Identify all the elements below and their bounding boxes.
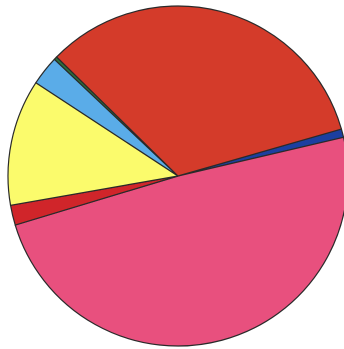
- pie-slice-2: [14, 136, 344, 347]
- pie-slice-7: [55, 5, 343, 177]
- pie-slice-4: [7, 81, 180, 206]
